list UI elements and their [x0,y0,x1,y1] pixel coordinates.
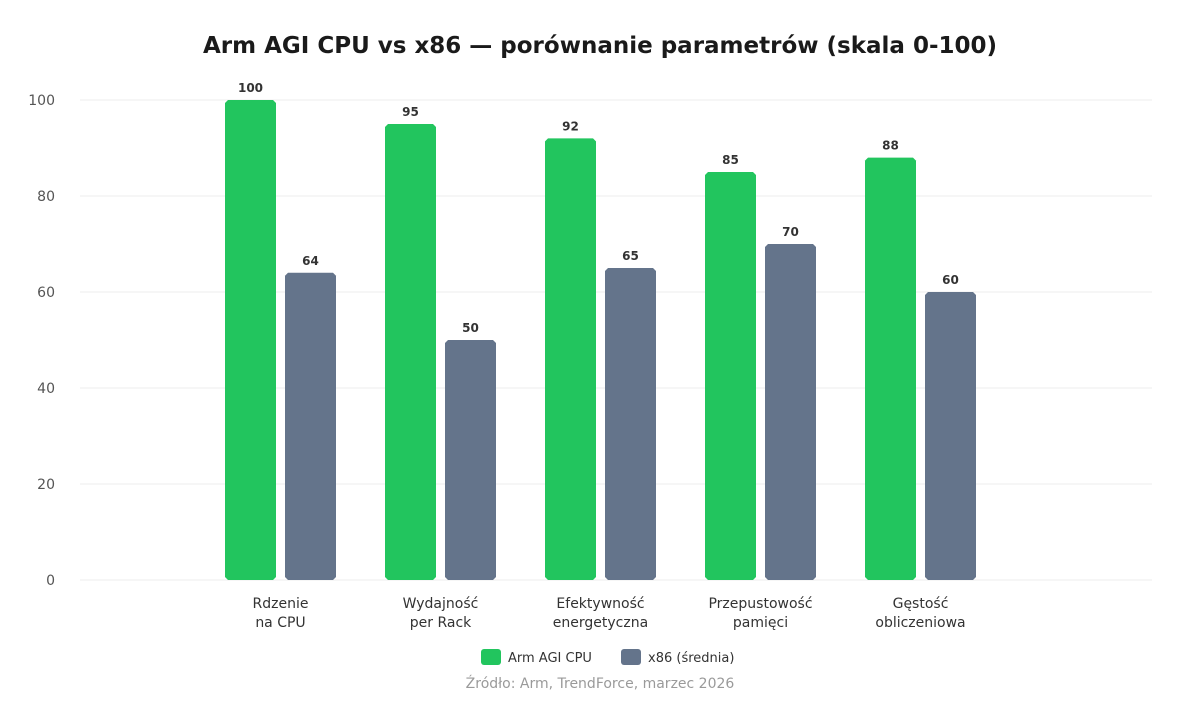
legend: Arm AGI CPU x86 (średnia) [481,649,734,666]
bar-value-label: 65 [622,249,639,263]
bar-arm-2 [385,124,436,580]
y-tick-label: 60 [37,285,55,301]
y-tick-label: 20 [37,477,55,493]
bar-x86-1 [285,272,336,580]
source-note: Źródło: Arm, TrendForce, marzec 2026 [466,674,735,692]
x-tick-label: Efektywność energetyczna [553,596,648,631]
y-tick-label: 100 [28,93,55,109]
legend-label-x86: x86 (średnia) [648,651,734,666]
x-tick-label: Wydajność per Rack [403,596,479,631]
y-axis: 0 20 40 60 80 100 [28,93,55,589]
bar-value-label: 64 [302,254,319,268]
chart-title: Arm AGI CPU vs x86 — porównanie parametr… [203,33,997,59]
bar-value-label: 100 [238,81,263,95]
y-tick-label: 40 [37,381,55,397]
bar-arm-3 [545,138,596,580]
bar-arm-5 [865,157,916,580]
bar-value-label: 95 [402,105,419,119]
y-tick-label: 0 [46,573,55,589]
bar-arm-4 [705,172,756,580]
x-tick-label: Gęstość obliczeniowa [875,596,965,631]
bar-arm-1 [225,100,276,580]
bar-value-label: 50 [462,321,479,335]
x-axis: Rdzenie na CPU Wydajność per Rack Efektywnoś… [253,596,966,631]
y-tick-label: 80 [37,189,55,205]
legend-swatch-x86 [621,649,641,665]
bar-value-label: 88 [882,139,899,153]
bar-value-label: 60 [942,273,959,287]
bar-x86-2 [445,340,496,580]
bar-x86-4 [765,244,816,580]
x-tick-label: Przepustowość pamięci [708,596,812,631]
legend-swatch-arm [481,649,501,665]
bars: 100 64 95 50 92 65 85 70 88 60 [225,81,976,580]
bar-value-label: 85 [722,153,739,167]
bar-value-label: 70 [782,225,799,239]
bar-x86-5 [925,292,976,580]
x-tick-label: Rdzenie na CPU [253,596,309,631]
bar-value-label: 92 [562,119,579,133]
bar-x86-3 [605,268,656,580]
legend-label-arm: Arm AGI CPU [508,651,592,666]
